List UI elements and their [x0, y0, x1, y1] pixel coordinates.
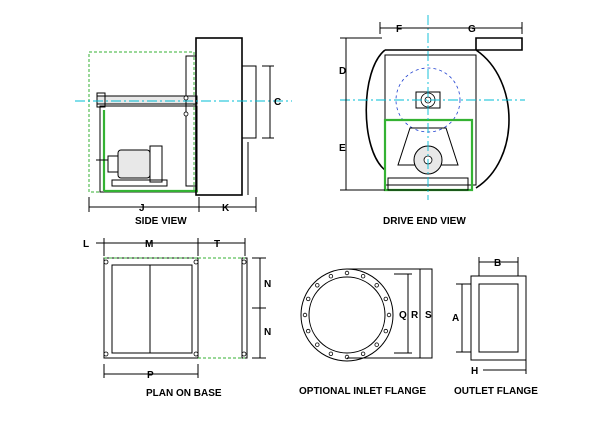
dim-g-label: G: [468, 24, 476, 35]
dim-h-label: H: [471, 366, 478, 377]
inlet-bolt-hole: [383, 328, 388, 334]
dim-t-label: T: [214, 239, 220, 250]
inlet-flange-inner: [308, 276, 386, 354]
dim-r-label: R: [411, 310, 419, 321]
outlet-flange-inner: [478, 283, 519, 353]
plan-base-inner: [111, 264, 193, 354]
dim-f-label: F: [396, 24, 402, 35]
dim-q-label: Q: [399, 310, 407, 321]
shaft-bearing: [96, 92, 106, 108]
inlet-cone: [185, 55, 197, 187]
outlet-flange-view: B A H OUTLET FLANGE: [452, 257, 538, 397]
motor-mount: [397, 127, 459, 166]
motor-pulley: [107, 155, 119, 173]
dim-n2-label: N: [264, 327, 271, 338]
scroll-housing: [365, 37, 523, 189]
inlet-bolt-hole: [328, 351, 334, 356]
base-frame: [99, 105, 198, 193]
dim-s-label: S: [425, 310, 432, 321]
inlet-flange-outer: [300, 268, 394, 362]
dim-e-label: E: [339, 143, 346, 154]
inlet-bolt-hole: [360, 274, 366, 279]
outlet-flange-title: OUTLET FLANGE: [454, 386, 538, 397]
outlet-flange-outer: [470, 275, 527, 361]
motor-base: [111, 179, 168, 187]
inlet-bolt-hole: [302, 312, 308, 318]
inlet-bolt-hole: [360, 351, 366, 356]
dim-a-label: A: [452, 313, 459, 324]
bolt: [103, 259, 109, 265]
dim-c-label: C: [274, 97, 281, 108]
side-view: C J K SIDE VIEW: [75, 37, 292, 227]
inlet-bolt-hole: [386, 312, 392, 318]
plan-view: L M T N N P PLAN ON BASE: [83, 238, 271, 399]
dim-l-label: L: [83, 239, 89, 250]
dim-b-label: B: [494, 258, 501, 269]
outlet-duct: [241, 65, 257, 139]
drive-guard: [383, 118, 474, 192]
bolt: [183, 111, 189, 117]
bolt: [241, 351, 247, 357]
dim-p-label: P: [147, 370, 154, 381]
bolt: [193, 351, 199, 357]
inlet-flange-body: [347, 268, 433, 359]
dim-d-label: D: [339, 66, 346, 77]
inlet-bolt-hole: [315, 283, 320, 288]
motor-body: [117, 149, 151, 179]
inlet-bolt-hole: [306, 296, 311, 302]
plan-outlet-plate: [241, 257, 248, 359]
bolt: [193, 259, 199, 265]
plan-base-outline: [103, 257, 199, 359]
dim-k-label: K: [222, 203, 230, 214]
dim-n1-label: N: [264, 279, 271, 290]
fan-housing: [195, 37, 243, 196]
inlet-bolt-hole: [374, 283, 379, 288]
bolt: [103, 351, 109, 357]
inlet-flange-title: OPTIONAL INLET FLANGE: [299, 386, 426, 397]
shaft-housing: [96, 95, 198, 105]
inlet-flange-view: Q R S OPTIONAL INLET FLANGE: [299, 268, 433, 397]
inlet-bolt-hole: [328, 274, 334, 279]
plan-view-title: PLAN ON BASE: [146, 388, 222, 399]
side-view-title: SIDE VIEW: [135, 216, 187, 227]
inlet-bolt-hole: [383, 296, 388, 302]
dim-j-label: J: [139, 203, 145, 214]
inlet-bolt-circle: [302, 270, 392, 360]
inlet-bolt-hole: [374, 342, 379, 347]
drive-end-view: F G D E DRIVE END VIEW: [339, 15, 525, 227]
bolt: [241, 259, 247, 265]
inlet-bolt-hole: [306, 328, 311, 334]
bolt: [183, 95, 189, 101]
inlet-bolt-hole: [315, 342, 320, 347]
inlet-bolt-hole: [344, 270, 350, 276]
dim-m-label: M: [145, 239, 153, 250]
motor-end-cap: [149, 145, 163, 183]
drive-end-view-title: DRIVE END VIEW: [383, 216, 466, 227]
